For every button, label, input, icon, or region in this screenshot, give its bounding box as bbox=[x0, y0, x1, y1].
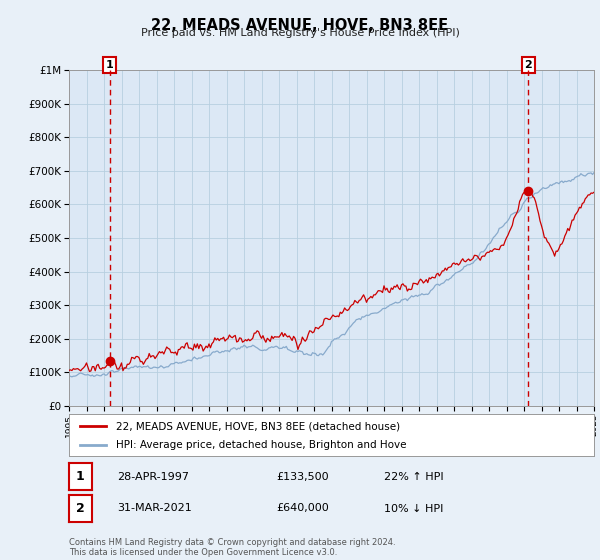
Text: £133,500: £133,500 bbox=[276, 472, 329, 482]
Text: 2: 2 bbox=[524, 60, 532, 70]
Text: Contains HM Land Registry data © Crown copyright and database right 2024.
This d: Contains HM Land Registry data © Crown c… bbox=[69, 538, 395, 557]
Text: 1: 1 bbox=[106, 60, 113, 70]
Text: 22, MEADS AVENUE, HOVE, BN3 8EE: 22, MEADS AVENUE, HOVE, BN3 8EE bbox=[151, 18, 449, 33]
Text: HPI: Average price, detached house, Brighton and Hove: HPI: Average price, detached house, Brig… bbox=[116, 441, 407, 450]
Text: 31-MAR-2021: 31-MAR-2021 bbox=[117, 503, 192, 514]
Text: 28-APR-1997: 28-APR-1997 bbox=[117, 472, 189, 482]
Text: 1: 1 bbox=[76, 470, 85, 483]
Text: Price paid vs. HM Land Registry's House Price Index (HPI): Price paid vs. HM Land Registry's House … bbox=[140, 28, 460, 38]
Text: £640,000: £640,000 bbox=[276, 503, 329, 514]
Text: 10% ↓ HPI: 10% ↓ HPI bbox=[384, 503, 443, 514]
Text: 2: 2 bbox=[76, 502, 85, 515]
Text: 22, MEADS AVENUE, HOVE, BN3 8EE (detached house): 22, MEADS AVENUE, HOVE, BN3 8EE (detache… bbox=[116, 421, 400, 431]
Text: 22% ↑ HPI: 22% ↑ HPI bbox=[384, 472, 443, 482]
